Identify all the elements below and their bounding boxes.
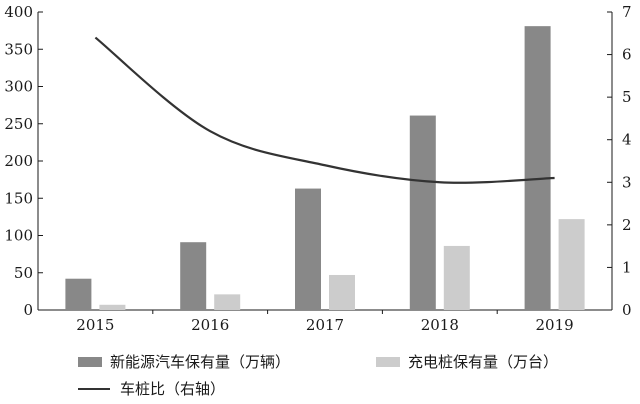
bar-ev (409, 115, 436, 311)
bar-charger (558, 219, 585, 310)
y-tick-label-right: 0 (622, 301, 632, 319)
y-tick-label-right: 5 (622, 88, 632, 106)
y-tick-label-left: 100 (4, 227, 33, 245)
bar-charger (443, 245, 470, 310)
y-tick-label-left: 400 (4, 3, 33, 21)
chart-axes (37, 11, 613, 314)
y-tick-label-right: 4 (622, 131, 632, 149)
y-tick-label-left: 0 (23, 301, 33, 319)
chart-tick-labels: 0 50 100 150 200 250 300 350 400 0 1 2 3 4 5 6 7 2015 2016… (4, 3, 631, 334)
y-tick-label-left: 50 (14, 264, 33, 282)
y-tick-label-left: 350 (4, 40, 33, 58)
y-tick-label-right: 7 (622, 3, 632, 21)
chart-lines (94, 36, 555, 184)
x-tick-label: 2016 (191, 316, 229, 334)
chart-bars (65, 26, 585, 311)
bar-ev (524, 26, 551, 311)
x-tick-label: 2019 (536, 316, 574, 334)
x-tick-label: 2017 (306, 316, 344, 334)
bar-charger (99, 304, 126, 310)
bar-charger (214, 294, 241, 310)
bar-ev (295, 188, 321, 310)
bar-ev (180, 242, 207, 310)
y-tick-label-right: 3 (622, 173, 632, 191)
y-tick-label-right: 1 (622, 258, 632, 276)
x-tick-label: 2015 (76, 316, 114, 334)
y-tick-label-left: 200 (4, 152, 33, 170)
x-tick-label: 2018 (421, 316, 459, 334)
line-ratio (94, 36, 555, 184)
y-tick-label-left: 150 (4, 189, 33, 207)
y-tick-label-right: 6 (622, 46, 632, 64)
y-tick-label-left: 250 (4, 115, 33, 133)
y-tick-label-right: 2 (622, 216, 632, 234)
y-tick-label-left: 300 (4, 78, 33, 96)
bar-ev (65, 278, 92, 310)
bar-charger (329, 274, 355, 310)
